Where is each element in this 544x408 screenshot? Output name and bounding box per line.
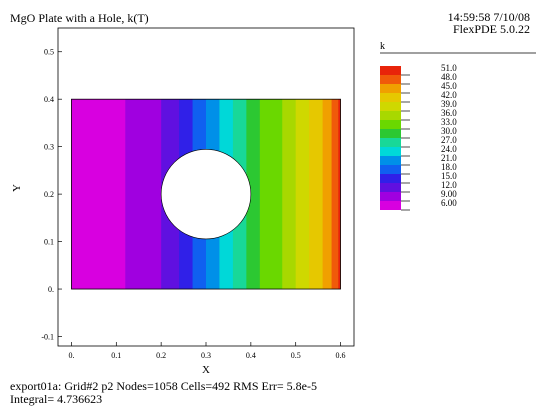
legend-label: 27.0 (441, 135, 457, 145)
version-label: FlexPDE 5.0.22 (452, 22, 530, 36)
contour-band (338, 99, 341, 290)
legend-label: 18.0 (441, 162, 457, 172)
legend-swatch (380, 201, 401, 210)
legend-label: 51.0 (441, 63, 457, 73)
legend: k 51.048.045.042.039.036.033.030.027.024… (380, 41, 536, 211)
legend-label: 42.0 (441, 90, 457, 100)
x-axis-ticks: 0. 0.1 0.2 0.3 0.4 0.5 0.6 (68, 342, 346, 360)
x-axis-label: X (202, 364, 210, 376)
legend-title: k (380, 41, 385, 52)
legend-swatch (380, 147, 401, 156)
y-tick-label: 0.2 (44, 190, 54, 199)
legend-swatch (380, 102, 401, 111)
contour-band (309, 99, 324, 290)
contour-band (71, 99, 126, 290)
timestamp: 14:59:58 7/10/08 (447, 10, 530, 24)
contour-band (125, 99, 162, 290)
x-tick-label: 0. (68, 351, 74, 360)
plot-title: MgO Plate with a Hole, k(T) (10, 11, 149, 25)
x-tick-label: 0.5 (291, 351, 301, 360)
y-axis-ticks: -0.1 0. 0.1 0.2 0.3 0.4 0.5 (41, 48, 62, 342)
legend-label: 15.0 (441, 171, 457, 181)
legend-label: 33.0 (441, 117, 457, 127)
legend-swatch (380, 120, 401, 129)
contour-band (331, 99, 339, 290)
legend-swatch (380, 111, 401, 120)
contour-band (282, 99, 297, 290)
legend-swatch (380, 93, 401, 102)
legend-label: 30.0 (441, 126, 457, 136)
legend-label: 9.00 (441, 189, 457, 199)
legend-label: 24.0 (441, 144, 457, 154)
legend-swatch (380, 183, 401, 192)
legend-swatch (380, 129, 401, 138)
legend-swatch (380, 192, 401, 201)
legend-label: 39.0 (441, 99, 457, 109)
legend-swatch (380, 75, 401, 84)
legend-items: 51.048.045.042.039.036.033.030.027.024.0… (380, 63, 457, 211)
y-axis-label: Y (11, 184, 23, 192)
y-tick-label: -0.1 (41, 333, 54, 342)
legend-swatch (380, 156, 401, 165)
x-tick-label: 0.3 (201, 351, 211, 360)
legend-swatch (380, 165, 401, 174)
contour-band (246, 99, 261, 290)
legend-label: 6.00 (441, 198, 457, 208)
contour-band (295, 99, 310, 290)
y-tick-label: 0.5 (44, 48, 54, 57)
legend-label: 48.0 (441, 72, 457, 82)
legend-label: 21.0 (441, 153, 457, 163)
y-tick-label: 0.1 (44, 238, 54, 247)
x-tick-label: 0.4 (246, 351, 256, 360)
legend-swatch (380, 174, 401, 183)
x-tick-label: 0.6 (336, 351, 346, 360)
grid-info: export01a: Grid#2 p2 Nodes=1058 Cells=49… (10, 379, 317, 393)
x-tick-label: 0.2 (156, 351, 166, 360)
hole (160, 148, 252, 240)
y-tick-label: 0.4 (44, 95, 54, 104)
integral-value: Integral= 4.736623 (10, 392, 103, 406)
legend-label: 12.0 (441, 180, 457, 190)
legend-swatch (380, 138, 401, 147)
legend-label: 36.0 (441, 108, 457, 118)
contour-band (259, 99, 283, 290)
x-tick-label: 0.1 (111, 351, 121, 360)
legend-swatch (380, 84, 401, 93)
legend-swatch (380, 66, 401, 75)
y-tick-label: 0.3 (44, 143, 54, 152)
contour-band (322, 99, 333, 290)
y-tick-label: 0. (48, 285, 54, 294)
legend-label: 45.0 (441, 81, 457, 91)
domain-outline (71, 98, 341, 290)
